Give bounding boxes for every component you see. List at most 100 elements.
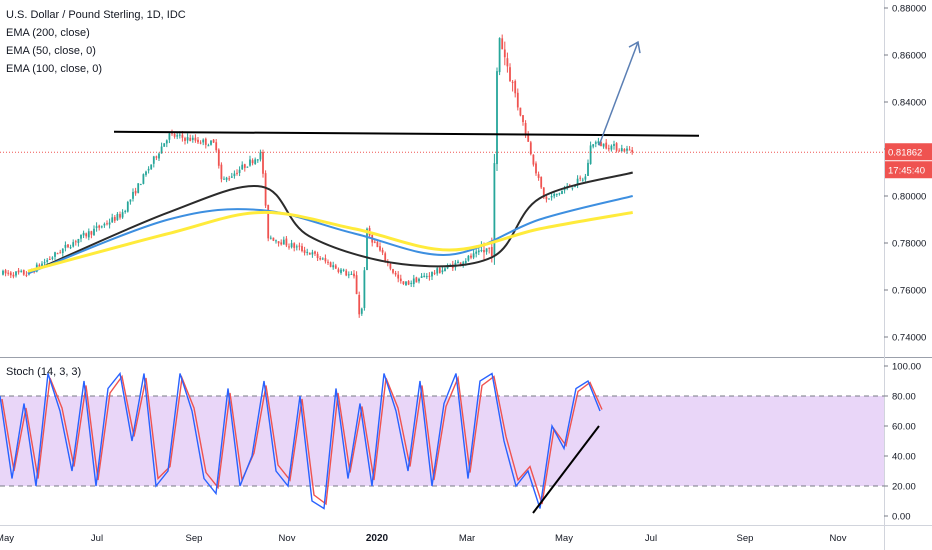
candle-body [155,156,158,158]
candle-body [158,153,160,159]
candle-body [332,265,335,268]
candle-body [420,276,423,278]
candle-body [415,277,418,283]
candle-body [9,272,12,276]
candle-body [358,294,361,315]
ema50-line [27,171,633,275]
candle-body [441,270,444,273]
candle-body [457,261,459,264]
time-axis-tick: May [555,533,573,544]
price-axis-tick: 0.74000 [892,333,926,344]
candle-body [2,270,4,275]
stoch-k-line [0,371,601,510]
candle-body [311,252,314,255]
candle-body [288,246,290,248]
candle-body [350,273,353,275]
time-axis-tick: Sep [186,533,203,544]
candle-body [202,139,205,143]
candle-body [189,137,192,141]
candle-body [532,154,535,165]
time-axis-tick: Nov [830,533,847,544]
candle-body [249,159,251,166]
stoch-axis-tick: 60.00 [892,422,916,433]
candle-body [139,184,142,186]
candle-body [340,269,342,273]
candle-body [584,176,587,180]
candle-body [376,242,379,248]
candle-body [106,223,108,225]
stoch-axis-tick: 0.00 [892,512,911,523]
candle-body [483,250,485,253]
candle-body [243,164,246,168]
candle-body [77,238,80,243]
candle-body [111,217,114,223]
candle-body [389,263,392,269]
candle-body [134,190,137,194]
ema50-legend[interactable]: EMA (50, close, 0) [6,45,96,57]
candle-body [410,282,413,284]
candle-body [56,253,59,255]
candle-body [485,248,488,252]
candle-body [87,231,90,238]
candle-body [477,250,480,253]
symbol-title[interactable]: U.S. Dollar / Pound Sterling, 1D, IDC [6,9,186,21]
candle-body [280,242,283,245]
candle-body [542,187,545,198]
candle-body [462,262,465,266]
candle-body [529,142,532,155]
candle-body [93,228,95,236]
candle-body [194,137,197,141]
candle-body [503,49,506,58]
candle-body [41,263,43,268]
candle-body [59,252,62,254]
candle-body [379,246,381,251]
candle-body [347,274,350,276]
candle-body [366,228,368,271]
stoch-axis-tick: 100.00 [892,362,921,373]
candle-body [425,276,428,278]
ema100-legend[interactable]: EMA (100, close, 0) [6,63,102,75]
candle-body [501,38,504,50]
candle-body [267,204,270,239]
candle-body [119,214,121,218]
candle-body [428,275,431,277]
candle-body [548,198,550,200]
projection-arrow-head [628,40,641,54]
candle-body [275,240,277,242]
candle-body [100,226,103,228]
candle-body [316,253,319,259]
stoch-legend[interactable]: Stoch (14, 3, 3) [6,366,82,378]
ema200-legend[interactable]: EMA (200, close) [6,27,90,39]
candle-body [7,272,10,274]
candle-body [587,162,589,176]
candle-body [480,250,483,252]
candle-body [223,178,225,180]
candle-body [225,177,228,180]
candle-body [82,232,85,236]
candle-body [207,145,210,147]
candle-body [241,164,244,170]
candle-body [152,156,155,164]
candle-body [199,142,202,144]
candle-body [571,187,574,189]
candle-body [293,243,296,248]
candle-body [113,217,116,221]
candle-body [137,183,140,193]
candle-body [602,143,605,147]
candle-body [472,253,475,258]
ema200-line [27,210,633,273]
candle-body [238,169,241,173]
price-axis-tick: 0.80000 [892,192,926,203]
candle-body [620,148,623,151]
candle-body [516,92,519,108]
candle-body [329,262,332,267]
candle-body [38,264,41,267]
candle-body [116,213,119,221]
candle-body [178,134,181,136]
candle-body [51,257,54,259]
candle-body [204,138,207,145]
candle-body [64,244,67,248]
candle-body [95,226,98,228]
candle-body [475,251,478,254]
